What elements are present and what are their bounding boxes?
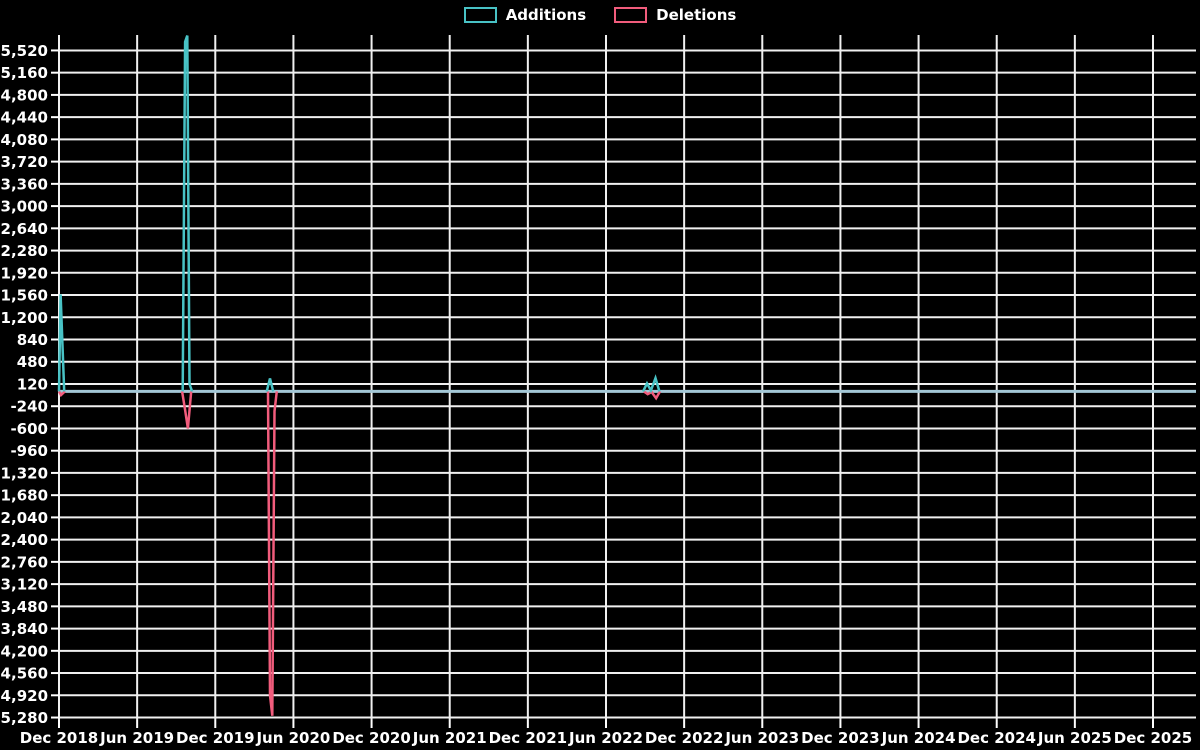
y-axis-label: -3,480 — [0, 598, 48, 616]
y-axis-label: 1,920 — [1, 264, 48, 282]
x-axis-label: Jun 2023 — [724, 729, 799, 747]
y-axis-label: -4,200 — [0, 642, 48, 660]
y-axis-label: 3,000 — [1, 198, 48, 216]
additions-series-line — [641, 374, 661, 394]
deletions-series-line — [180, 391, 193, 429]
y-axis-label: 5,520 — [1, 42, 48, 60]
y-axis-label: 5,160 — [1, 64, 48, 82]
x-axis-label: Dec 2025 — [1114, 729, 1193, 747]
y-axis-label: 1,200 — [1, 309, 48, 327]
legend-label-deletions: Deletions — [656, 6, 737, 24]
legend-item-deletions[interactable]: Deletions — [614, 6, 736, 24]
y-axis-label: -2,400 — [0, 531, 48, 549]
additions-series-line — [181, 35, 194, 392]
y-axis-label: -960 — [10, 442, 48, 460]
x-axis-label: Jun 2020 — [255, 729, 330, 747]
legend-label-additions: Additions — [505, 6, 587, 24]
x-axis-label: Dec 2024 — [957, 729, 1036, 747]
y-axis-label: -4,560 — [0, 665, 48, 683]
y-axis-label: -2,040 — [0, 509, 48, 527]
y-axis-label: 1,560 — [1, 287, 48, 305]
y-axis-label: -240 — [10, 398, 48, 416]
x-axis-label: Dec 2021 — [489, 729, 568, 747]
y-axis-label: 3,720 — [1, 153, 48, 171]
x-axis-label: Dec 2022 — [645, 729, 724, 747]
deletions-series-line — [266, 391, 279, 716]
y-axis-label: 480 — [17, 353, 48, 371]
y-axis-label: 4,800 — [1, 86, 48, 104]
x-axis-label: Jun 2019 — [99, 729, 174, 747]
y-axis-label: -4,920 — [0, 687, 48, 705]
y-axis-label: -2,760 — [0, 553, 48, 571]
additions-series-line — [57, 294, 66, 392]
x-axis-label: Dec 2018 — [20, 729, 99, 747]
additions-series-line — [265, 378, 275, 392]
y-axis-label: 2,640 — [1, 220, 48, 238]
y-axis-label: 120 — [17, 375, 48, 393]
deletions-series-line — [57, 390, 66, 398]
y-axis-label: -600 — [10, 420, 48, 438]
x-axis-label: Jun 2025 — [1037, 729, 1112, 747]
y-axis-label: 3,360 — [1, 175, 48, 193]
y-axis-label: -5,280 — [0, 709, 48, 727]
x-axis-label: Jun 2022 — [568, 729, 643, 747]
x-axis-label: Dec 2020 — [332, 729, 411, 747]
y-axis-label: -1,680 — [0, 487, 48, 505]
x-axis-label: Dec 2019 — [176, 729, 255, 747]
x-axis-label: Jun 2024 — [881, 729, 956, 747]
y-axis-label: -1,320 — [0, 464, 48, 482]
x-axis-label: Jun 2021 — [412, 729, 487, 747]
y-axis-label: -3,840 — [0, 620, 48, 638]
chart-legend: Additions Deletions — [0, 6, 1200, 24]
y-axis-label: 4,080 — [1, 131, 48, 149]
legend-item-additions[interactable]: Additions — [463, 6, 587, 24]
deletions-swatch-icon — [614, 7, 648, 23]
y-axis-label: 840 — [17, 331, 48, 349]
y-axis-label: 2,280 — [1, 242, 48, 260]
y-axis-label: -3,120 — [0, 576, 48, 594]
additions-swatch-icon — [463, 7, 497, 23]
x-axis-label: Dec 2023 — [801, 729, 880, 747]
y-axis-label: 4,440 — [1, 109, 48, 127]
